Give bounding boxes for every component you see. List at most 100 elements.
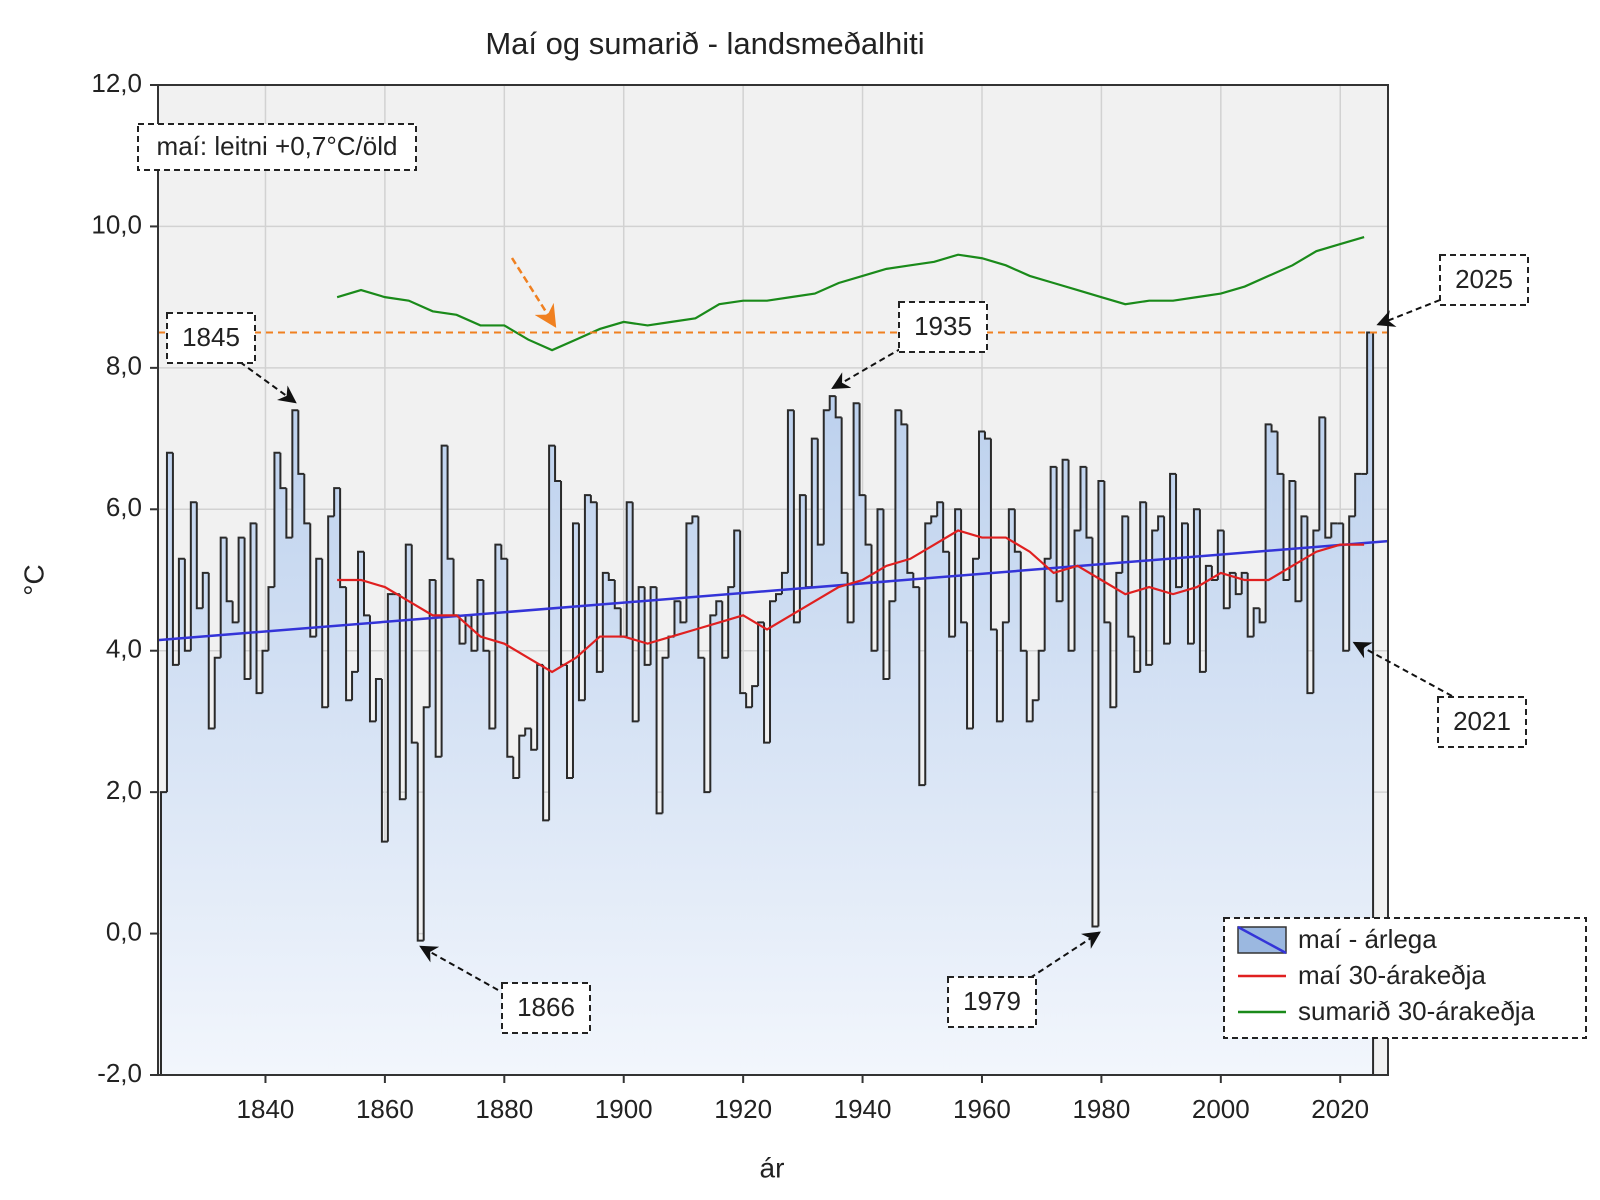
step-outline bbox=[225, 537, 233, 603]
step-outline bbox=[386, 593, 394, 842]
step-outline bbox=[1300, 515, 1308, 602]
x-tick-label: 1920 bbox=[714, 1094, 772, 1124]
bar-area bbox=[1235, 594, 1243, 1075]
bar-area bbox=[334, 488, 341, 1076]
annotation-arrow bbox=[419, 945, 499, 991]
step-outline bbox=[900, 410, 908, 426]
step-outline bbox=[297, 410, 305, 475]
bar-area bbox=[483, 650, 490, 1075]
step-outline bbox=[709, 614, 717, 793]
bar-area bbox=[1283, 580, 1290, 1075]
annotation-arrow bbox=[239, 361, 297, 404]
bar-area bbox=[1176, 587, 1183, 1075]
step-outline bbox=[631, 502, 639, 723]
bar-area bbox=[465, 615, 472, 1075]
step-outline bbox=[1007, 508, 1015, 623]
bar-area bbox=[561, 664, 568, 1075]
bar-area bbox=[764, 742, 771, 1075]
step-outline bbox=[1204, 564, 1212, 672]
annotation-label: 1845 bbox=[182, 322, 240, 352]
step-outline bbox=[207, 572, 215, 730]
bar-area bbox=[1265, 424, 1272, 1075]
step-outline bbox=[1216, 529, 1224, 580]
step-outline bbox=[171, 452, 179, 666]
bar-area bbox=[519, 735, 526, 1075]
bar-area bbox=[405, 544, 413, 1075]
bar-area bbox=[543, 820, 550, 1075]
step-outline bbox=[195, 502, 203, 610]
bar-area bbox=[447, 558, 454, 1075]
step-outline bbox=[279, 452, 287, 490]
bar-area bbox=[1008, 509, 1016, 1075]
trend-line bbox=[157, 539, 1389, 642]
step-outline bbox=[679, 601, 687, 624]
bar-area bbox=[1128, 636, 1135, 1075]
step-outline bbox=[1258, 608, 1266, 624]
bar-area bbox=[1032, 700, 1040, 1075]
step-outline bbox=[1282, 473, 1290, 581]
bar-area bbox=[202, 572, 210, 1075]
step-outline bbox=[1097, 480, 1105, 927]
bar-area bbox=[1074, 530, 1081, 1075]
step-outline bbox=[1181, 522, 1188, 588]
step-outline bbox=[309, 523, 317, 638]
bar-area bbox=[387, 594, 395, 1075]
bar-area bbox=[1205, 565, 1213, 1075]
step-outline bbox=[422, 706, 430, 941]
step-outline bbox=[834, 396, 842, 419]
bar-area bbox=[489, 728, 496, 1075]
running-mean-line bbox=[336, 235, 1365, 352]
bar-area bbox=[644, 664, 651, 1075]
step-outline bbox=[954, 508, 962, 637]
step-outline bbox=[989, 438, 997, 631]
bar-area bbox=[304, 523, 311, 1075]
bar-area bbox=[1289, 481, 1296, 1075]
step-outline bbox=[1222, 530, 1230, 610]
step-outline bbox=[1079, 465, 1087, 531]
bar-area bbox=[865, 544, 872, 1075]
annotation-label-box bbox=[947, 976, 1037, 1028]
step-outline bbox=[595, 502, 603, 673]
step-outline bbox=[852, 402, 860, 623]
annotation-label: 2025 bbox=[1455, 264, 1513, 294]
step-outline bbox=[183, 558, 191, 652]
step-outline bbox=[189, 501, 197, 651]
bar-area bbox=[1026, 721, 1034, 1075]
trend-note-box bbox=[137, 123, 417, 171]
step-outline bbox=[440, 444, 448, 757]
bar-area bbox=[1146, 664, 1153, 1075]
step-outline bbox=[303, 473, 311, 525]
step-outline bbox=[404, 543, 412, 800]
y-axis-label: °C bbox=[18, 564, 49, 595]
bar-area bbox=[393, 594, 401, 1075]
y-tick-label: 6,0 bbox=[106, 492, 142, 522]
bar-area bbox=[1092, 926, 1099, 1075]
step-outline bbox=[1031, 699, 1039, 722]
step-outline bbox=[1306, 516, 1314, 695]
bar-area bbox=[775, 594, 783, 1075]
bar-area bbox=[656, 813, 663, 1075]
annotation-label-box bbox=[1439, 254, 1529, 306]
step-outline bbox=[822, 409, 830, 545]
step-outline bbox=[339, 488, 347, 589]
step-outline bbox=[858, 403, 866, 497]
bar-area bbox=[1223, 608, 1231, 1075]
step-outline bbox=[757, 621, 765, 687]
legend-label: sumarið 30-árakeðja bbox=[1298, 996, 1536, 1026]
annotation-label: 1935 bbox=[914, 311, 972, 341]
bar-area bbox=[220, 537, 227, 1075]
step-outline bbox=[810, 437, 818, 588]
step-outline bbox=[362, 551, 370, 617]
bar-area bbox=[1307, 693, 1314, 1075]
bar-area bbox=[214, 657, 221, 1075]
step-outline bbox=[816, 438, 824, 546]
bar-area bbox=[662, 657, 669, 1075]
bar-area bbox=[984, 438, 992, 1076]
bar-area bbox=[172, 664, 180, 1075]
bar-area bbox=[190, 502, 198, 1075]
pointer-arrow bbox=[510, 257, 557, 328]
step-outline bbox=[267, 586, 275, 651]
step-outline bbox=[1270, 424, 1278, 433]
step-outline bbox=[201, 571, 209, 609]
bar-area bbox=[1259, 622, 1266, 1075]
